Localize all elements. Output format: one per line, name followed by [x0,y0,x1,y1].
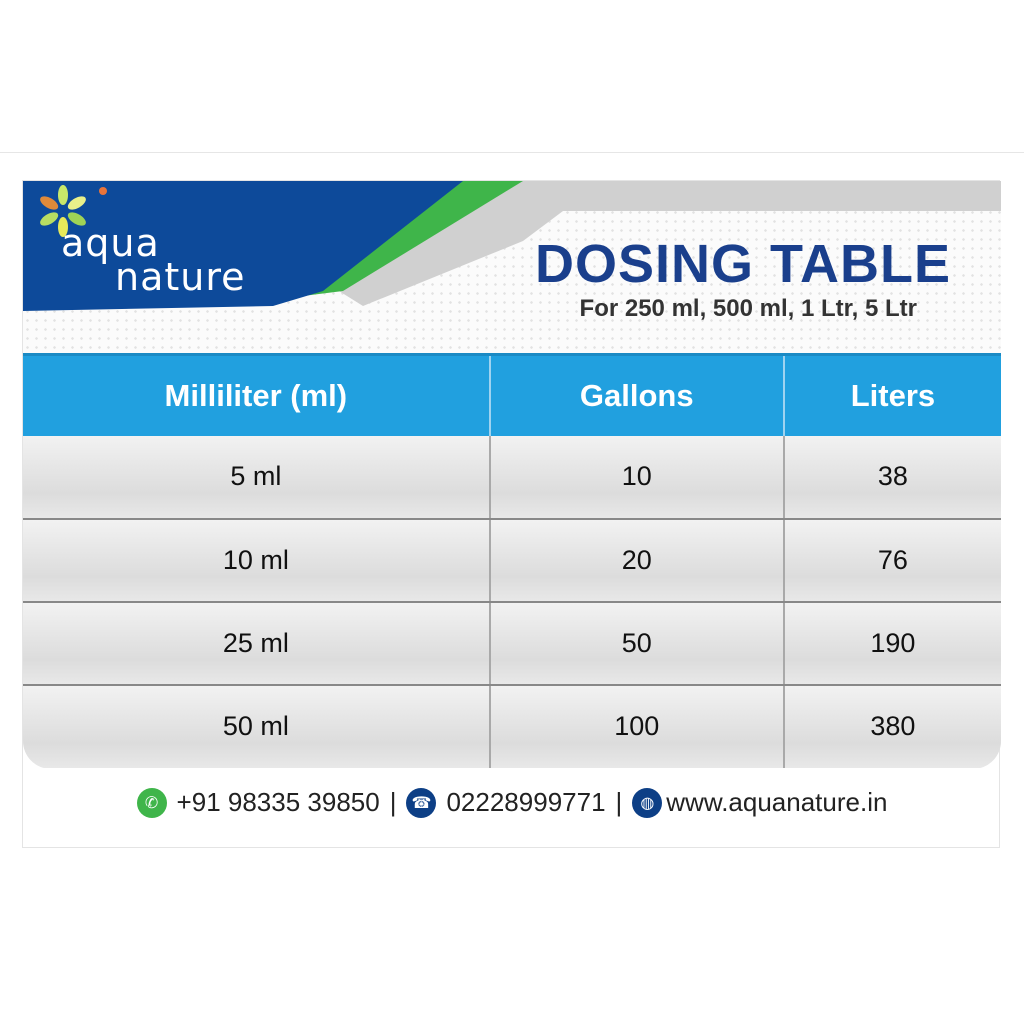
separator: | [389,787,397,817]
whatsapp-icon: ✆ [136,787,167,818]
phone-number: 02228999771 [446,787,606,817]
table-cell: 100 [489,684,785,768]
table-row: 5 ml 10 38 [23,435,1001,520]
flower-logo-icon [40,185,107,237]
table-header-row: Milliliter (ml) Gallons Liters [23,353,1001,436]
column-header: Liters [783,353,1001,436]
table-cell: 76 [783,518,1001,603]
subtitle: For 250 ml, 500 ml, 1 Ltr, 5 Ltr [579,295,917,322]
table-cell: 25 ml [23,601,491,686]
table-cell: 20 [489,518,785,603]
dosing-table: Milliliter (ml) Gallons Liters 5 ml 10 3… [23,353,1001,769]
phone-icon: ☎ [406,787,437,818]
table-cell: 50 ml [23,684,491,768]
table-row: 10 ml 20 76 [23,518,1001,603]
table-cell: 5 ml [23,435,491,520]
table-cell: 10 [489,435,785,520]
column-header: Gallons [489,353,785,436]
table-row: 25 ml 50 190 [23,601,1001,686]
brand-line1: aqua [61,221,160,265]
column-header: Milliliter (ml) [23,353,491,436]
table-cell: 190 [783,601,1001,686]
banner-shapes [23,181,1001,311]
dosing-card: aqua nature DOSING TABLE For 250 ml, 500… [22,180,1001,848]
globe-icon: ◍ [632,787,663,818]
divider [0,152,1024,153]
table-cell: 50 [489,601,785,686]
website-link[interactable]: www.aquanature.in [666,787,888,817]
brand-line2: nature [115,255,246,299]
banner: aqua nature DOSING TABLE For 250 ml, 500… [23,181,1001,353]
contact-footer: ✆ +91 98335 39850 | ☎ 02228999771 | ◍ ww… [23,787,1001,818]
table-cell: 380 [783,684,1001,768]
table-row: 50 ml 100 380 [23,684,1001,768]
page-title: DOSING TABLE [535,234,951,294]
table-cell: 10 ml [23,518,491,603]
table-cell: 38 [783,435,1001,520]
whatsapp-number: +91 98335 39850 [176,787,380,817]
separator: | [615,787,623,817]
